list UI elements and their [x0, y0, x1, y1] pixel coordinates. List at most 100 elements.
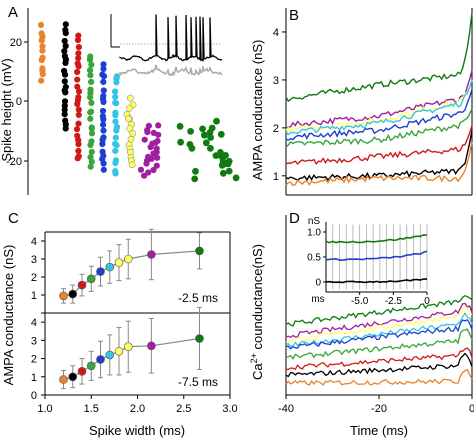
panel-a-point [218, 161, 226, 169]
panel-a-point [87, 72, 94, 79]
panel-a-point [87, 115, 94, 122]
panel-a-point [126, 125, 133, 132]
panel-c-point [59, 291, 68, 301]
panel-a-point [62, 125, 69, 132]
panel-d-x-tick-label: -40 [278, 403, 294, 415]
panel-d-series-line [285, 312, 473, 347]
panel-a-point [150, 166, 157, 174]
panel-a-point [88, 125, 95, 132]
panel-a-point [75, 50, 82, 57]
panel-c-tick-label: 0 [31, 390, 37, 402]
panel-a-point [61, 78, 68, 85]
panel-a-point [39, 43, 46, 50]
panel-c-x-tick-label: 1.5 [84, 403, 99, 415]
panel-a-point [112, 160, 119, 167]
panel-a-scatter [37, 21, 240, 183]
panel-c-point [195, 246, 204, 256]
panel-c-point [59, 375, 68, 384]
panel-a-point [201, 131, 208, 139]
panel-a-point [217, 130, 225, 138]
panel-c-tick-label: 4 [31, 317, 37, 329]
panel-c-point [123, 254, 133, 264]
panel-a-tick-label: -20 [6, 156, 22, 168]
panel-b: 1 2 3 4 AMPA conductance (nS) [250, 8, 473, 196]
panel-a-point [86, 56, 94, 63]
panel-c-tick-label: 2 [31, 272, 37, 284]
panel-c-point [114, 346, 124, 356]
inset-y-tick-label: 1.0 [307, 228, 321, 239]
panel-a-point [177, 138, 185, 146]
panel-a-point [87, 141, 94, 149]
panel-a-point [75, 106, 82, 113]
panel-a-point [100, 87, 107, 94]
panel-d-x-tick-label: 0 [469, 403, 474, 415]
panel-a-point [188, 144, 196, 152]
panel-a-point [61, 37, 68, 45]
panel-c-tick-label: 3 [31, 335, 37, 347]
panel-c-point [195, 334, 204, 343]
panel-a-point [100, 65, 107, 72]
inset-series-line [325, 234, 428, 244]
panel-a-point [75, 111, 82, 118]
panel-a-point [207, 134, 215, 141]
panel-b-tick-label: 3 [273, 75, 279, 87]
panel-a-point [112, 93, 119, 101]
panel-a-point [88, 61, 95, 68]
panel-a-point [74, 68, 81, 76]
panel-c-trend-line [63, 250, 200, 297]
panel-c-trend-line [63, 337, 200, 381]
panel-a-point [100, 160, 107, 167]
panel-a: 20 0 -20 Spike height (mV) [0, 8, 240, 195]
panel-a-point [37, 21, 45, 28]
panel-c-x-tick-label: 3.0 [222, 403, 237, 415]
panel-a-point [154, 137, 161, 145]
panel-a-point [87, 163, 94, 170]
panel-a-point [75, 63, 82, 70]
panel-a-point [73, 126, 81, 133]
panel-c-tick-label: 3 [31, 254, 37, 266]
panel-c-y-label: AMPA conductance (nS) [1, 245, 16, 386]
panel-c-point [147, 250, 156, 259]
panel-a-point [112, 134, 119, 141]
panel-a-point [224, 160, 232, 168]
panel-d-series-line [285, 305, 473, 343]
panel-c-point [86, 274, 96, 284]
panel-d-series-line [285, 368, 473, 386]
inset-x-tick-label: -2.5 [385, 296, 403, 307]
panel-a-point [75, 55, 82, 62]
panel-a-point [137, 166, 145, 173]
panel-a-point [38, 57, 45, 64]
panel-c-x-tick-label: 2.0 [130, 403, 145, 415]
panel-d-ticks: -40 -20 0 [278, 395, 474, 415]
panel-a-point [75, 44, 82, 51]
panel-a-point [144, 127, 151, 134]
panel-d-y-label: Ca2+ counductance(nS) [249, 244, 265, 380]
panel-a-point [100, 166, 107, 173]
panel-a-point [153, 162, 160, 169]
panel-c-tick-label: 1 [31, 372, 37, 384]
panel-c-point [77, 367, 87, 376]
panel-c-tick-label: 2 [31, 354, 37, 366]
panel-c-top-annotation: -2.5 ms [178, 291, 218, 305]
panel-a-point [39, 71, 46, 78]
panel-a-point [75, 141, 82, 148]
panel-a-point [99, 107, 107, 115]
panel-b-series-line [285, 70, 473, 129]
panel-a-point [100, 73, 108, 80]
panel-a-point [187, 127, 195, 135]
panel-a-point [112, 170, 119, 177]
panel-a-point [192, 167, 199, 175]
inset-content: 1.0 0.5 0 -5.0 -2.5 0 [307, 224, 430, 307]
panel-a-point [62, 21, 69, 28]
panel-b-series-line [285, 89, 473, 141]
panel-a-point [125, 115, 132, 123]
panel-c-point [105, 350, 115, 360]
panel-d-series-line [285, 294, 473, 327]
panel-a-point [74, 155, 81, 162]
panel-label-a: A [8, 4, 18, 21]
panel-c-points [59, 228, 204, 390]
panel-a-point [141, 172, 148, 179]
panel-a-point [112, 147, 119, 154]
panel-a-point [155, 131, 162, 138]
